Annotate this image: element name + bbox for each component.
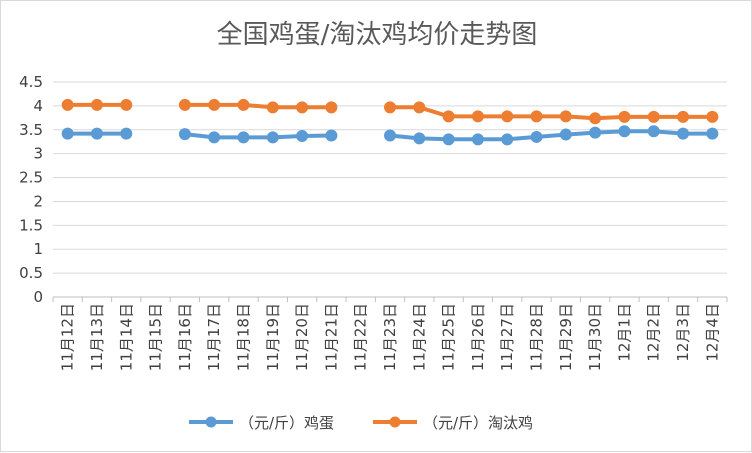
x-tick-label: 11月13日	[88, 303, 106, 371]
data-point	[442, 110, 455, 123]
x-tick-label: 11月28日	[528, 303, 546, 371]
data-point	[120, 98, 133, 111]
data-point	[237, 98, 250, 111]
data-point	[384, 101, 396, 114]
y-tick-label: 3.5	[19, 121, 43, 139]
data-point	[501, 110, 514, 123]
data-point	[61, 127, 74, 140]
data-point	[618, 110, 631, 123]
x-tick-label: 11月27日	[498, 303, 516, 371]
y-tick-label: 0.5	[19, 264, 43, 282]
data-point	[706, 110, 719, 123]
data-point	[442, 133, 455, 146]
data-point	[413, 101, 426, 114]
series-line	[182, 132, 334, 140]
x-tick-label: 11月19日	[264, 303, 282, 371]
data-point	[559, 110, 572, 123]
series-line	[388, 105, 715, 121]
data-point	[647, 125, 660, 138]
legend-label: （元/斤）鸡蛋	[239, 414, 334, 432]
x-tick-label: 11月24日	[410, 303, 428, 371]
data-point	[325, 129, 338, 142]
series-layer	[61, 98, 719, 146]
data-point	[325, 101, 338, 114]
x-tick-label: 11月20日	[293, 303, 311, 371]
data-point	[677, 110, 690, 123]
data-point	[90, 127, 103, 140]
data-point	[384, 129, 396, 142]
data-point	[296, 101, 309, 114]
x-tick-label: 11月14日	[117, 303, 135, 371]
y-tick-label: 4	[33, 97, 43, 115]
legend: （元/斤）鸡蛋 （元/斤）淘汰鸡	[189, 414, 533, 432]
y-tick-label: 1	[33, 240, 43, 258]
legend-marker	[205, 416, 217, 428]
x-tick-label: 12月4日	[703, 303, 721, 362]
x-tick-label: 11月25日	[440, 303, 458, 371]
data-point	[706, 127, 719, 140]
data-point	[501, 133, 514, 146]
x-tick-label: 11月15日	[147, 303, 165, 371]
data-point	[618, 125, 631, 138]
x-tick-label: 11月22日	[352, 303, 370, 371]
y-tick-label: 1.5	[19, 216, 43, 234]
x-tick-label: 11月23日	[381, 303, 399, 371]
data-point	[266, 131, 279, 144]
x-tick-label: 11月18日	[234, 303, 252, 371]
x-tick-label: 11月21日	[322, 303, 340, 371]
data-point	[530, 110, 543, 123]
data-point	[530, 130, 543, 143]
data-point	[90, 98, 103, 111]
data-point	[589, 126, 602, 139]
x-tick-label: 11月17日	[205, 303, 223, 371]
series-line	[388, 129, 715, 142]
data-point	[471, 133, 484, 146]
x-tick-label: 11月30日	[586, 303, 604, 371]
x-tick-label: 11月16日	[176, 303, 194, 371]
data-point	[413, 132, 426, 145]
data-point	[266, 101, 279, 114]
x-tick-label: 11月26日	[469, 303, 487, 371]
data-point	[61, 98, 74, 111]
data-point	[589, 112, 602, 125]
y-tick-label: 3	[33, 145, 43, 163]
data-point	[178, 98, 191, 111]
x-tick-label: 12月2日	[645, 303, 663, 362]
legend-label: （元/斤）淘汰鸡	[423, 414, 533, 432]
data-point	[237, 131, 250, 144]
series-group	[61, 98, 719, 125]
y-axis: 0 0.5 1 1.5 2 2.5 3 3.5 4 4.5	[19, 73, 43, 306]
x-tick-label: 11月29日	[557, 303, 575, 371]
data-point	[208, 131, 221, 144]
x-axis: 11月12日 11月13日 11月14日 11月15日 11月16日 11月17日 11月1…	[52, 296, 728, 371]
chart-title: 全国鸡蛋/淘汰鸡均价走势图	[217, 20, 538, 50]
data-point	[647, 110, 660, 123]
data-point	[208, 98, 221, 111]
x-tick-label: 11月12日	[59, 303, 77, 371]
x-tick-label: 12月3日	[674, 303, 692, 362]
data-point	[120, 127, 133, 140]
data-point	[677, 127, 690, 140]
y-tick-label: 2.5	[19, 169, 43, 187]
series-group	[61, 125, 719, 146]
y-tick-label: 4.5	[19, 73, 43, 91]
data-point	[178, 128, 191, 141]
y-tick-label: 0	[33, 288, 43, 306]
data-point	[559, 128, 572, 141]
data-point	[296, 129, 309, 142]
data-point	[471, 110, 484, 123]
y-tick-label: 2	[33, 192, 43, 210]
series-line	[182, 102, 334, 110]
legend-marker	[389, 416, 401, 428]
x-tick-label: 12月1日	[615, 303, 633, 362]
